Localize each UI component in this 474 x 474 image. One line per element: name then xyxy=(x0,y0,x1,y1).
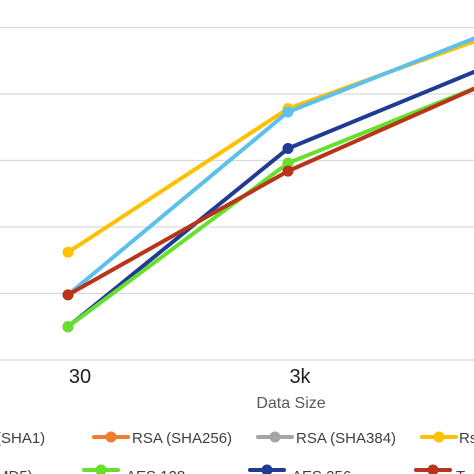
series-line xyxy=(66,39,474,255)
legend-label: MD5) xyxy=(0,468,33,474)
series-5 xyxy=(62,86,474,333)
legend-marker-dot xyxy=(95,464,107,474)
legend-marker-dot xyxy=(105,431,117,443)
legend-label: T xyxy=(456,468,465,474)
legend-label: RSA (SHA384) xyxy=(296,430,396,447)
legend-entry-marker xyxy=(82,464,120,474)
series-line xyxy=(66,86,474,297)
data-point xyxy=(282,165,294,177)
legend-label: AES 256 xyxy=(292,468,351,474)
data-point xyxy=(62,246,74,258)
legend-entry-marker xyxy=(420,431,458,443)
legend-entry-marker xyxy=(256,431,294,443)
x-tick-label: 30 xyxy=(69,366,91,388)
x-tick-labels: 30 3k xyxy=(69,366,312,388)
series-line xyxy=(66,69,474,329)
legend-label: RSA (SHA256) xyxy=(132,430,232,447)
series-lines xyxy=(62,36,474,333)
legend-entry-marker xyxy=(92,431,130,443)
legend-marker-dot xyxy=(433,431,445,443)
legend-entry-marker xyxy=(248,464,286,474)
legend-marker-dot xyxy=(269,431,281,443)
series-4 xyxy=(62,69,474,333)
legend-label: (SHA1) xyxy=(0,430,45,447)
legend-label: AES 128 xyxy=(126,468,185,474)
data-point xyxy=(282,157,294,169)
series-2 xyxy=(62,39,474,258)
data-point xyxy=(282,106,294,118)
legend-label: Rs xyxy=(459,430,474,447)
series-6 xyxy=(62,86,474,301)
legend-marker-dot xyxy=(427,464,439,474)
series-3 xyxy=(62,36,474,301)
data-point xyxy=(62,289,74,301)
legend: (SHA1) RSA (SHA256) RSA (SHA384) Rs MD5) AES … xyxy=(0,430,474,474)
legend-entry-marker xyxy=(414,464,452,474)
x-tick-label: 3k xyxy=(289,366,311,388)
data-point xyxy=(282,143,294,155)
x-axis-title: Data Size xyxy=(256,395,325,412)
data-point xyxy=(62,321,74,333)
legend-marker-dot xyxy=(261,464,273,474)
gridlines xyxy=(0,26,474,361)
